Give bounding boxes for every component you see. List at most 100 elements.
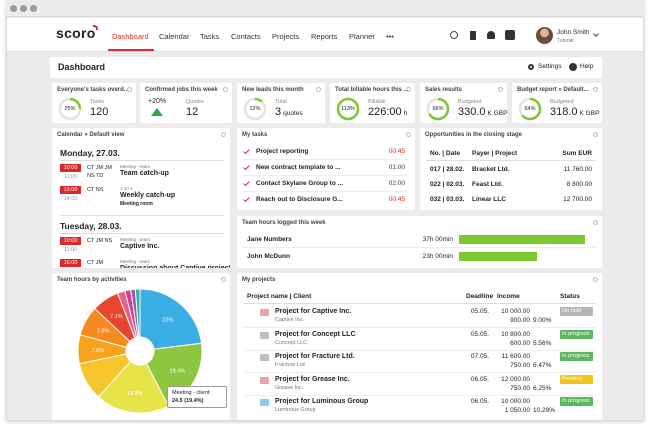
tooltip: Meeting - client 24.5 (19.4%) — [167, 386, 227, 408]
logo: scoro — [56, 25, 96, 41]
kpi-unit: h — [403, 110, 408, 117]
kpi-value: 318.0 — [550, 106, 578, 118]
nav-item[interactable]: Contacts — [231, 32, 261, 41]
project-client: Captive Inc. — [275, 317, 305, 323]
task-time: 00:45 — [388, 196, 405, 203]
calendar-panel: Calendar » Default view Monday, 27.03. 10:… — [52, 128, 230, 268]
kpi-label: Tasks — [90, 99, 105, 105]
bookmark-icon[interactable] — [470, 31, 476, 40]
project-deadline: 06.05. — [470, 398, 489, 405]
project-client: Fracture Ltd. — [275, 362, 307, 368]
nav-item[interactable]: ••• — [386, 32, 394, 41]
kpi-value-row: 226:00 h — [368, 106, 407, 118]
bell-icon[interactable] — [487, 31, 495, 39]
kpi-unit: K GBP — [487, 110, 507, 117]
event-location: Meeting room — [120, 201, 153, 207]
window-dot — [10, 5, 17, 12]
task-name[interactable]: Contact Skylane Group to ... — [256, 180, 344, 187]
project-name[interactable]: Project for Luminous Group — [275, 398, 369, 405]
nav-item[interactable]: Reports — [311, 32, 338, 41]
event-name: Captive Inc. — [120, 243, 160, 250]
ring-label: 66% — [432, 106, 444, 112]
task-check[interactable] — [243, 147, 250, 155]
nav-item[interactable]: Dashboard — [112, 32, 149, 41]
settings-icon[interactable] — [528, 64, 534, 70]
panel-menu-icon[interactable] — [593, 277, 598, 282]
window-dot — [20, 5, 27, 12]
column-header: Deadline — [466, 293, 494, 300]
project-margin: 9.00% — [533, 317, 552, 324]
kpi-widget: Everyone's tasks overd... 25% Tasks 120 — [52, 83, 136, 123]
event-people: NS TD — [87, 173, 104, 179]
search-icon[interactable] — [450, 31, 458, 39]
avatar[interactable] — [536, 27, 553, 44]
event-start: 10:00 — [63, 238, 78, 244]
task-check[interactable] — [243, 195, 250, 203]
panel-menu-icon[interactable] — [406, 132, 411, 137]
table-cell: 032 | 03.03. — [430, 196, 465, 203]
project-cost: 750.00 — [510, 362, 530, 369]
panel-menu-icon[interactable] — [498, 87, 503, 92]
projects-panel: My projects Project name | Client Deadline… — [237, 273, 602, 420]
panel-menu-icon[interactable] — [593, 220, 598, 225]
column-header: Payer | Project — [472, 150, 518, 157]
project-income: 11 600.00 — [501, 353, 530, 360]
table-cell: Bracket Ltd. — [472, 166, 510, 173]
panel-menu-icon[interactable] — [316, 87, 321, 92]
project-icon — [260, 376, 269, 384]
tooltip-title: Meeting - client — [172, 390, 210, 396]
panel-menu-icon[interactable] — [127, 87, 132, 92]
project-name[interactable]: Project for Concept LLC — [275, 330, 356, 338]
day-title: Tuesday, 28.03. — [60, 221, 122, 231]
panel-menu-icon[interactable] — [221, 132, 226, 137]
separator — [243, 175, 409, 176]
ring-label: 25% — [64, 106, 76, 112]
pie-slice — [139, 288, 203, 350]
nav-item[interactable]: Tasks — [200, 32, 220, 41]
task-check[interactable] — [243, 179, 250, 187]
project-name[interactable]: Project for Fracture Ltd. — [275, 353, 355, 360]
header-panel: Dashboard Settings Help — [50, 57, 602, 78]
task-check[interactable] — [243, 163, 250, 171]
settings-link[interactable]: Settings — [538, 63, 562, 70]
hours-label: 23h 00min — [422, 253, 453, 260]
progress-ring — [243, 97, 267, 121]
project-name[interactable]: Project for Captive Inc. — [275, 308, 352, 315]
kpi-value: 330.0 — [458, 106, 486, 118]
add-icon[interactable] — [505, 30, 515, 40]
panel-menu-icon[interactable] — [223, 87, 228, 92]
project-cost: 750.00 — [510, 384, 530, 392]
separator — [426, 160, 596, 161]
table-cell: Feast Ltd. — [472, 181, 503, 188]
panel-title: My tasks — [242, 132, 268, 138]
panel-menu-icon[interactable] — [593, 132, 598, 137]
help-icon[interactable] — [569, 63, 577, 71]
task-name[interactable]: Project reporting — [256, 148, 309, 155]
task-name[interactable]: Reach out to Disclosure G... — [256, 196, 343, 203]
separator — [243, 372, 596, 373]
event-people: CT JM — [87, 260, 104, 266]
nav-item[interactable]: Projects — [272, 32, 300, 41]
panel-title: Confirmed jobs this week — [145, 87, 218, 93]
kpi-value-row: 318.0 K GBP — [550, 106, 599, 118]
team-hours-panel: Team hours logged this week Jane Numbers 3… — [237, 216, 602, 268]
project-cost: 900.00 — [510, 317, 530, 324]
panel-menu-icon[interactable] — [221, 277, 226, 282]
time-box — [60, 259, 81, 267]
panel-title: My projects — [242, 277, 276, 283]
slice-label: 7.8% — [97, 328, 110, 334]
project-deadline: 07.05. — [470, 353, 489, 360]
nav-item[interactable]: Calendar — [159, 32, 190, 41]
project-name[interactable]: Project for Grease Inc. — [275, 375, 350, 383]
kpi-value: 120 — [90, 106, 109, 118]
event-type: Meeting - team — [120, 259, 151, 264]
kpi-label: Budgeted — [458, 99, 482, 105]
ring-label: 64% — [524, 106, 536, 112]
nav-item[interactable]: Planner — [349, 32, 375, 41]
panel-menu-icon[interactable] — [406, 87, 411, 92]
kpi-value: 3 — [275, 106, 282, 118]
panel-menu-icon[interactable] — [593, 87, 598, 92]
help-link[interactable]: Help — [580, 63, 594, 70]
task-name[interactable]: New contract template to ... — [256, 164, 341, 171]
pie-slice — [134, 288, 141, 338]
